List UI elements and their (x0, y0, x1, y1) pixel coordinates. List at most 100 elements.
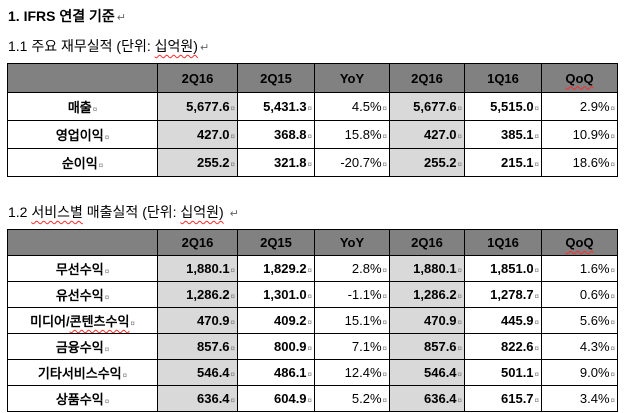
cell-value: 5.2% (351, 391, 382, 406)
cell-1q16: 1,851.0¤ (464, 255, 542, 282)
end-of-cell-mark: ¤ (230, 160, 235, 169)
row-label-spellcheck-word: 콘텐츠수익 (69, 314, 130, 329)
cell-yoy: 7.1%¤ (314, 333, 390, 360)
section-1-2-spellcheck-word: 서비스별 (31, 204, 83, 220)
section-1-1-spellcheck-word: 십억원) (154, 38, 198, 54)
cell-qoq: 10.9%¤ (541, 120, 618, 149)
section-1-2-spellcheck-word: 십억원) (180, 204, 224, 220)
section-title-1-2: 1.2 서비스별 매출실적 (단위: 십억원) ↵ (8, 202, 629, 222)
col-1q16: 1Q16 (464, 229, 542, 256)
end-of-cell-mark: ¤ (230, 104, 235, 113)
row-label: 미디어/콘텐츠수익¤ (7, 307, 158, 334)
end-of-cell-mark: ¤ (122, 371, 128, 380)
row-label-text: 무선수익 (55, 262, 104, 277)
cell-2q15: 486.1¤ (237, 359, 315, 386)
cell-1q16: 5,515.0¤ (464, 92, 542, 121)
cell-value: 409.2 (274, 313, 307, 328)
row-label-text: 순이익 (61, 156, 98, 171)
end-of-cell-mark: ¤ (610, 318, 615, 327)
end-of-cell-mark: ¤ (534, 344, 539, 353)
cell-value: 1,286.2 (413, 287, 457, 302)
col-label: YoY (339, 235, 365, 250)
col-label: 2Q16 (181, 235, 214, 250)
end-of-cell-mark: ¤ (382, 292, 387, 301)
end-of-cell-mark: ¤ (98, 161, 104, 170)
row-label: 매출¤ (7, 92, 158, 121)
end-of-cell-mark: ¤ (382, 266, 387, 275)
table-row-financial-revenue: 금융수익¤ 857.6¤ 800.9¤ 7.1%¤ 857.6¤ 822.6¤ … (7, 333, 618, 360)
cell-2q16-b: 255.2¤ (389, 148, 465, 177)
end-of-cell-mark: ¤ (457, 344, 462, 353)
cell-value: 5,677.6 (413, 99, 457, 114)
cell-value: 5,431.3 (263, 99, 307, 114)
end-of-cell-mark: ¤ (610, 132, 615, 141)
table-row-net-income: 순이익¤ 255.2¤ 321.8¤ -20.7%¤ 255.2¤ 215.1¤… (7, 148, 618, 177)
end-of-cell-mark: ¤ (610, 292, 615, 301)
col-2q16-b: 2Q16 (389, 63, 465, 93)
end-of-cell-mark: ¤ (457, 318, 462, 327)
cell-value: 5.6% (579, 313, 610, 328)
row-label: 유선수익¤ (7, 281, 158, 308)
table-row-media-content-revenue: 미디어/콘텐츠수익¤ 470.9¤ 409.2¤ 15.1%¤ 470.9¤ 4… (7, 307, 618, 334)
end-of-cell-mark: ¤ (92, 105, 98, 114)
cell-2q16-b: 636.4¤ (389, 385, 465, 412)
cell-value: 15.1% (344, 313, 382, 328)
cell-yoy: -1.1%¤ (314, 281, 390, 308)
cell-value: 1.6% (579, 261, 610, 276)
cell-value: 546.4 (424, 365, 457, 380)
cell-2q16-a: 427.0¤ (157, 120, 238, 149)
cell-2q16-a: 470.9¤ (157, 307, 238, 334)
cell-2q15: 1,301.0¤ (237, 281, 315, 308)
cell-qoq: 4.3%¤ (541, 333, 618, 360)
cell-value: 7.1% (351, 339, 382, 354)
paragraph-mark: ↵ (229, 208, 239, 220)
col-label: YoY (339, 70, 365, 86)
cell-2q15: 321.8¤ (237, 148, 315, 177)
cell-2q16-a: 5,677.6¤ (157, 92, 238, 121)
end-of-cell-mark: ¤ (104, 133, 110, 142)
cell-1q16: 385.1¤ (464, 120, 542, 149)
cell-value: 5,677.6 (186, 99, 230, 114)
col-2q16-a: 2Q16 (157, 63, 238, 93)
cell-value: 636.4 (424, 391, 457, 406)
cell-value: 1,278.7 (490, 287, 534, 302)
cell-qoq: 9.0%¤ (541, 359, 618, 386)
cell-value: 1,829.2 (263, 261, 307, 276)
section-1-2-text (224, 204, 228, 220)
end-of-cell-mark: ¤ (104, 293, 110, 302)
table-row-other-service-revenue: 기타서비스수익¤ 546.4¤ 486.1¤ 12.4%¤ 546.4¤ 501… (7, 359, 618, 386)
end-of-cell-mark: ¤ (610, 396, 615, 405)
cell-2q16-a: 857.6¤ (157, 333, 238, 360)
table-revenue-by-service: 2Q16 2Q15 YoY 2Q16 1Q16 QoQ 무선수익¤ 1,880.… (7, 229, 618, 412)
row-label: 금융수익¤ (7, 333, 158, 360)
cell-2q16-b: 546.4¤ (389, 359, 465, 386)
cell-value: 385.1 (501, 127, 534, 142)
cell-value: 486.1 (274, 365, 307, 380)
cell-value: 10.9% (572, 127, 610, 142)
cell-value: 255.2 (197, 155, 230, 170)
end-of-cell-mark: ¤ (610, 370, 615, 379)
cell-value: 9.0% (579, 365, 610, 380)
section-1-1-text: 1.1 주요 재무실적 (단위: (8, 38, 155, 54)
cell-value: 1,880.1 (413, 261, 457, 276)
end-of-cell-mark: ¤ (230, 344, 235, 353)
col-qoq: QoQ (541, 229, 618, 256)
cell-value: 255.2 (424, 155, 457, 170)
cell-value: -20.7% (340, 155, 382, 170)
cell-2q16-b: 5,677.6¤ (389, 92, 465, 121)
row-label: 무선수익¤ (7, 255, 158, 282)
section-1-2-text: 매출실적 (단위: (82, 204, 181, 220)
end-of-cell-mark: ¤ (307, 292, 312, 301)
cell-2q16-b: 857.6¤ (389, 333, 465, 360)
end-of-cell-mark: ¤ (457, 292, 462, 301)
end-of-cell-mark: ¤ (457, 370, 462, 379)
end-of-cell-mark: ¤ (104, 345, 110, 354)
cell-2q16-b: 427.0¤ (389, 120, 465, 149)
paragraph-mark: ↵ (116, 12, 126, 24)
col-2q15: 2Q15 (237, 229, 315, 256)
row-label-text: 기타서비스수익 (37, 366, 122, 381)
end-of-cell-mark: ¤ (610, 160, 615, 169)
col-label: 2Q15 (260, 70, 292, 86)
cell-2q15: 604.9¤ (237, 385, 315, 412)
end-of-cell-mark: ¤ (104, 267, 110, 276)
